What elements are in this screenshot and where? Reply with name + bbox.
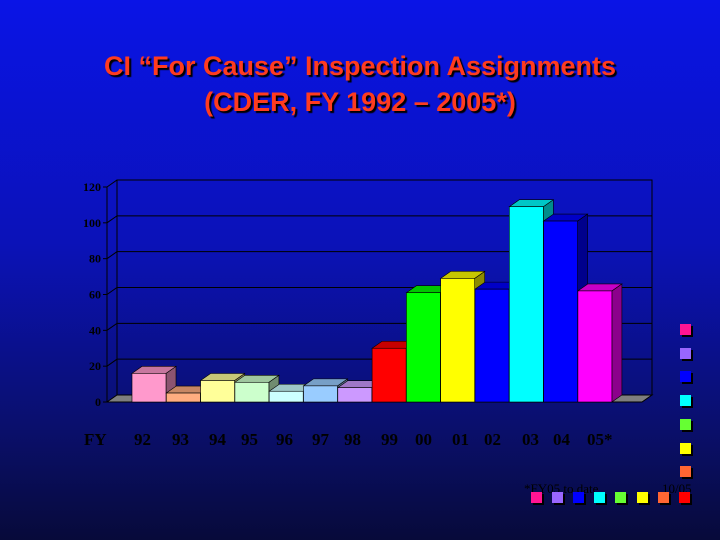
decor-square-bottom xyxy=(594,492,606,503)
decor-square-bottom xyxy=(531,492,542,503)
x-tick-label-03: 03 xyxy=(522,430,539,449)
decor-square-right xyxy=(680,347,691,359)
y-tick-label: 20 xyxy=(89,359,101,373)
x-tick-label-92: 92 xyxy=(134,430,151,449)
chart-title: CI “For Cause” Inspection Assignments (C… xyxy=(0,48,720,120)
decor-square-bottom xyxy=(573,492,585,503)
y-tick-label: 100 xyxy=(83,216,101,230)
decor-square-right xyxy=(680,395,691,407)
title-line-1: CI “For Cause” Inspection Assignments xyxy=(103,51,617,81)
x-axis-labels: FY 92 93 94 95 96 97 98 99 00 01 02 03 04 05* xyxy=(0,430,720,454)
gridline xyxy=(106,251,652,260)
x-axis-prefix: FY xyxy=(84,430,107,449)
x-tick-label-00: 00 xyxy=(415,430,432,449)
decor-square-right xyxy=(680,324,691,335)
decor-square-bottom xyxy=(615,492,627,503)
y-tick-label: 0 xyxy=(95,395,101,409)
decor-square-bottom xyxy=(657,492,669,503)
x-tick-label-96: 96 xyxy=(276,430,293,449)
x-tick-label-01: 01 xyxy=(452,430,469,449)
decor-square-bottom xyxy=(636,492,648,503)
x-tick-label-95: 95 xyxy=(241,430,258,449)
decor-square-right xyxy=(680,442,691,454)
x-tick-label-98: 98 xyxy=(344,430,361,449)
decor-square-bottom xyxy=(678,492,690,503)
x-tick-label-02: 02 xyxy=(484,430,501,449)
decor-square-right xyxy=(680,371,691,383)
decor-square-bottom xyxy=(552,492,564,503)
x-tick-label-99: 99 xyxy=(381,430,398,449)
y-tick-label: 80 xyxy=(89,252,101,266)
title-line-2: (CDER, FY 1992 – 2005*) xyxy=(204,87,516,117)
decor-square-right xyxy=(680,466,691,478)
x-tick-label-93: 93 xyxy=(172,430,189,449)
gridline xyxy=(106,215,652,224)
x-tick-label-97: 97 xyxy=(312,430,329,449)
gridline xyxy=(106,179,652,188)
bar-05* xyxy=(576,283,623,403)
y-tick-label: 120 xyxy=(83,180,101,194)
decor-square-right xyxy=(680,418,691,430)
x-tick-label-04: 04 xyxy=(553,430,570,449)
y-tick-label: 40 xyxy=(89,323,101,337)
x-tick-label-94: 94 xyxy=(209,430,226,449)
x-tick-label-05*: 05* xyxy=(587,430,613,449)
y-tick-label: 60 xyxy=(89,288,101,302)
